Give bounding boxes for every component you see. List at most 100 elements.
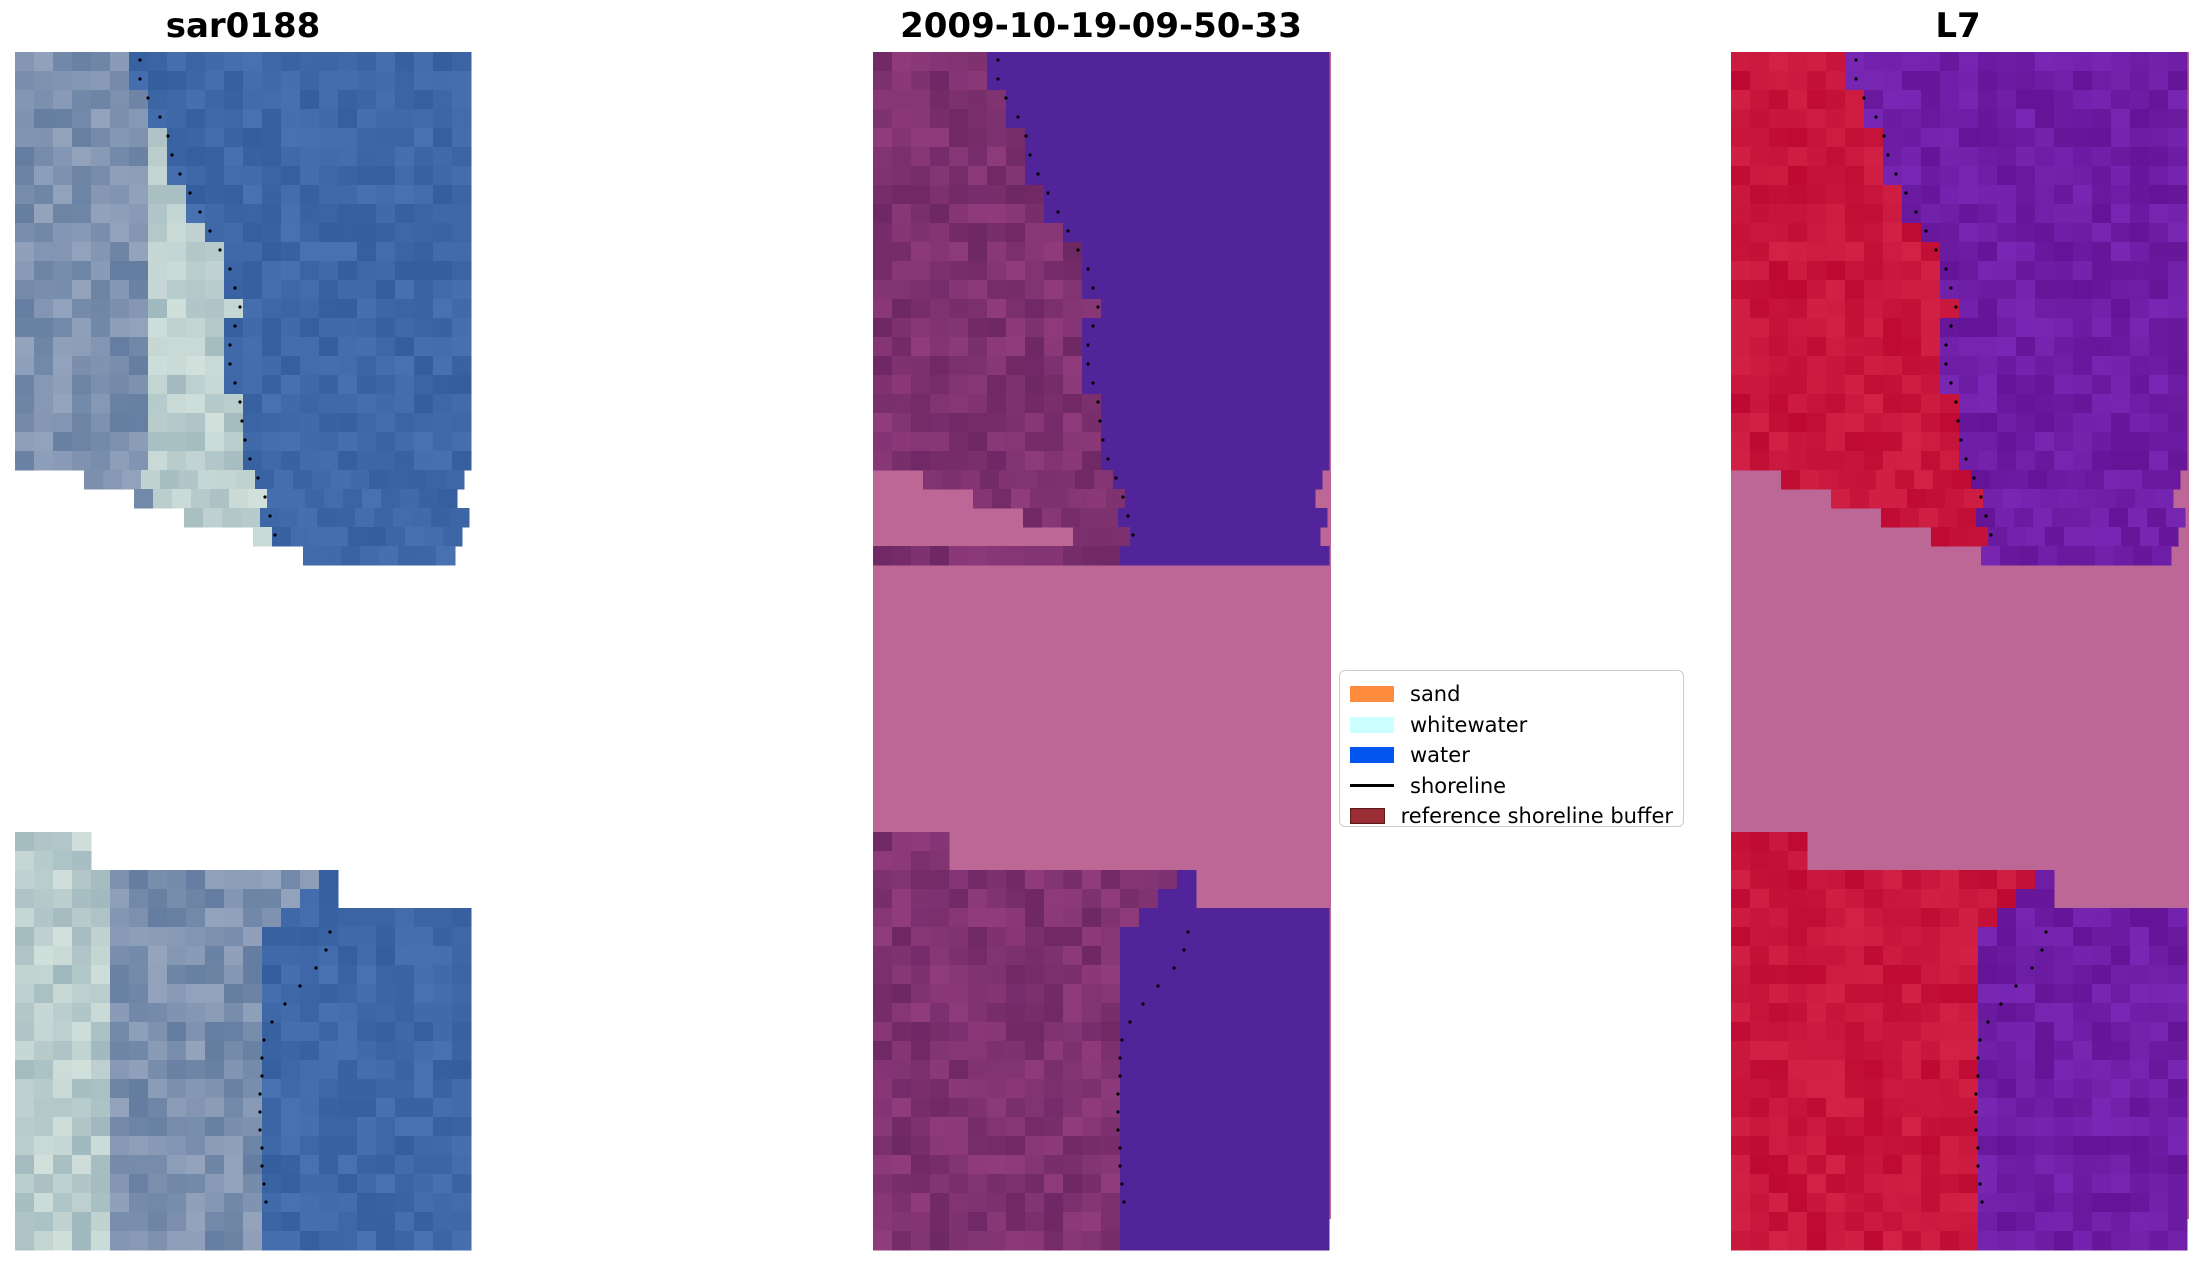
image-pixel (1120, 965, 1140, 985)
image-pixel (1025, 1079, 1045, 1099)
image-pixel (91, 185, 111, 205)
image-pixel (1063, 965, 1083, 985)
image-pixel (1175, 508, 1195, 528)
image-pixel (1959, 394, 1979, 414)
image-pixel (949, 413, 969, 433)
image-pixel (388, 470, 408, 490)
image-pixel (2149, 52, 2169, 72)
image-pixel (1044, 432, 1064, 452)
image-pixel (1883, 280, 1903, 300)
image-pixel (1291, 1231, 1311, 1251)
image-pixel (110, 432, 130, 452)
image-pixel (2016, 1022, 2036, 1042)
image-pixel (930, 984, 950, 1004)
image-pixel (348, 527, 368, 547)
image-pixel (1864, 1041, 1884, 1061)
image-pixel (433, 432, 453, 452)
image-pixel (1845, 965, 1865, 985)
image-pixel (1082, 337, 1102, 357)
image-pixel (968, 52, 988, 72)
image-pixel (34, 1060, 54, 1080)
image-pixel (414, 337, 434, 357)
shoreline-point (170, 153, 174, 157)
image-pixel (1049, 489, 1069, 509)
image-pixel (1082, 946, 1102, 966)
image-pixel (300, 889, 320, 909)
image-pixel (1769, 242, 1789, 262)
image-pixel (15, 1060, 35, 1080)
image-pixel (400, 489, 420, 509)
image-pixel (1139, 1117, 1159, 1137)
image-pixel (1864, 965, 1884, 985)
image-pixel (1807, 1136, 1827, 1156)
image-pixel (433, 1022, 453, 1042)
image-pixel (1807, 1155, 1827, 1175)
image-pixel (338, 1022, 358, 1042)
image-pixel (2073, 204, 2093, 224)
image-pixel (949, 147, 969, 167)
image-pixel (949, 1117, 969, 1137)
image-pixel (873, 185, 893, 205)
image-pixel (15, 128, 35, 148)
shoreline-point (1964, 457, 1968, 461)
image-pixel (1769, 1060, 1789, 1080)
image-pixel (224, 1098, 244, 1118)
image-pixel (2130, 223, 2150, 243)
image-pixel (1068, 489, 1088, 509)
image-pixel (1025, 147, 1045, 167)
image-pixel (319, 1155, 339, 1175)
image-pixel (91, 299, 111, 319)
image-pixel (2054, 375, 2074, 395)
image-pixel (1845, 204, 1865, 224)
image-pixel (1997, 908, 2017, 928)
image-pixel (911, 1098, 931, 1118)
image-pixel (949, 90, 969, 110)
image-pixel (873, 1060, 893, 1080)
image-pixel (949, 984, 969, 1004)
image-pixel (1139, 1079, 1159, 1099)
image-pixel (2073, 1136, 2093, 1156)
image-pixel (1826, 223, 1846, 243)
image-pixel (1239, 489, 1259, 509)
image-pixel (911, 375, 931, 395)
image-pixel (1883, 52, 1903, 72)
image-pixel (376, 908, 396, 928)
image-pixel (1025, 109, 1045, 129)
image-pixel (2149, 1098, 2169, 1118)
shoreline-point (166, 134, 170, 138)
image-pixel (911, 394, 931, 414)
image-pixel (357, 280, 377, 300)
shoreline-point (1924, 229, 1928, 233)
image-pixel (1120, 185, 1140, 205)
image-pixel (148, 128, 168, 148)
image-pixel (1006, 109, 1026, 129)
image-pixel (236, 470, 256, 490)
image-pixel (2035, 147, 2055, 167)
image-pixel (1101, 318, 1121, 338)
image-pixel (1883, 223, 1903, 243)
image-pixel (911, 280, 931, 300)
image-pixel (1940, 261, 1960, 281)
image-pixel (300, 1231, 320, 1251)
image-pixel (167, 889, 187, 909)
image-pixel (329, 527, 349, 547)
image-pixel (1921, 356, 1941, 376)
image-pixel (1149, 527, 1169, 547)
image-pixel (433, 1117, 453, 1137)
image-pixel (376, 1174, 396, 1194)
image-pixel (1826, 337, 1846, 357)
image-pixel (1750, 1098, 1770, 1118)
image-pixel (262, 71, 282, 91)
shoreline-point (1086, 343, 1090, 347)
image-pixel (1864, 413, 1884, 433)
image-pixel (1731, 889, 1751, 909)
image-pixel (243, 147, 263, 167)
image-pixel (15, 432, 35, 452)
image-pixel (873, 984, 893, 1004)
shoreline-point (218, 248, 222, 252)
image-pixel (110, 1117, 130, 1137)
image-pixel (129, 299, 149, 319)
image-pixel (167, 204, 187, 224)
image-pixel (452, 52, 472, 72)
image-pixel (1959, 280, 1979, 300)
